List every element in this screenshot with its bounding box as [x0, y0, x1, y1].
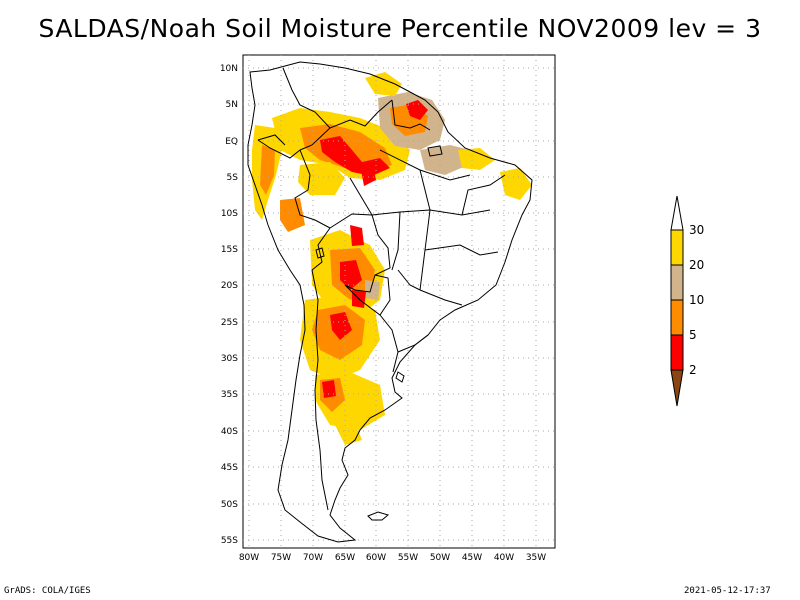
shade-north-red-2	[360, 162, 376, 186]
colorbar-segment-10-20	[670, 264, 684, 301]
border-brazil-states-4	[391, 211, 401, 271]
shade-carg-red	[322, 380, 336, 398]
border-colombia-peru	[257, 139, 301, 159]
lat-label-5s: 5S	[227, 173, 239, 183]
border-brazil-states-5	[424, 244, 499, 256]
border-brazil-states-1	[379, 149, 471, 181]
lon-label-80w: 80W	[239, 553, 259, 563]
lon-label-65w: 65W	[335, 553, 355, 563]
border-brazil-states-6	[419, 289, 463, 306]
shade-amazon-central	[298, 162, 345, 195]
colorbar-label-30: 30	[689, 223, 704, 237]
lon-label-55w: 55W	[398, 553, 418, 563]
percentile-shading	[252, 72, 532, 445]
lat-label-40s: 40S	[221, 427, 238, 437]
colorbar-label-2: 2	[689, 363, 697, 377]
border-bolivia	[329, 213, 391, 293]
lat-label-20s: 20S	[221, 281, 238, 291]
border-paraguay	[344, 274, 391, 316]
border-ecuador	[257, 134, 286, 146]
lat-label-55s: 55S	[221, 536, 238, 546]
border-brazil-states-9	[397, 269, 421, 291]
coastlines	[247, 61, 533, 543]
lat-label-15s: 15S	[221, 245, 238, 255]
footer-timestamp: 2021-05-12-17:37	[684, 586, 771, 596]
lat-label-10n: 10N	[220, 64, 238, 74]
colorbar-segment-20-30	[670, 229, 684, 266]
border-peru-brazil	[294, 149, 331, 229]
shade-arg-red	[330, 312, 352, 340]
shade-ne-yellow-2	[500, 168, 532, 200]
lat-label-eq: EQ	[225, 137, 238, 147]
shade-bolivia-red	[340, 260, 362, 290]
lon-label-35w: 35W	[526, 553, 546, 563]
lon-label-50w: 50W	[430, 553, 450, 563]
map-title: SALDAS/Noah Soil Moisture Percentile NOV…	[38, 14, 762, 43]
lat-label-25s: 25S	[221, 318, 238, 328]
falklands	[367, 511, 390, 521]
border-brazil-states-3	[371, 209, 491, 216]
colorbar-label-5: 5	[689, 328, 697, 342]
shade-bolivia-red-2	[350, 225, 364, 246]
border-brazil-states-2	[419, 169, 431, 291]
lat-label-5n: 5N	[226, 100, 238, 110]
border-brazil-states-8	[349, 177, 373, 216]
colorbar-bottom-arrow	[670, 369, 684, 407]
continent-outline	[247, 61, 533, 543]
marajo-island	[427, 145, 443, 157]
border-bolivia-peru	[311, 227, 331, 271]
shade-amazon-orange-2	[280, 198, 305, 232]
lat-label-45s: 45S	[221, 463, 238, 473]
lat-label-10s: 10S	[221, 209, 238, 219]
lat-label-30s: 30S	[221, 354, 238, 364]
shade-ne-yellow	[458, 148, 495, 170]
colorbar-top-arrow	[670, 195, 684, 231]
colorbar-label-20: 20	[689, 258, 704, 272]
footer-credit: GrADS: COLA/IGES	[4, 586, 91, 596]
lon-label-60w: 60W	[366, 553, 386, 563]
shade-peru-orange	[260, 145, 275, 195]
lat-labels: 10N 5N EQ 5S 10S 15S 20S 25S 30S 35S 40S…	[220, 64, 238, 546]
shade-ne-tan	[420, 145, 470, 175]
shade-guiana-red	[406, 100, 428, 120]
border-argentina-uruguay	[379, 314, 399, 373]
lon-label-45w: 45W	[462, 553, 482, 563]
border-guiana	[391, 99, 431, 131]
lon-label-70w: 70W	[303, 553, 323, 563]
lat-label-35s: 35S	[221, 390, 238, 400]
lake-titicaca	[315, 247, 325, 259]
border-venezuela-brazil	[329, 99, 393, 129]
border-chile-argentina	[311, 269, 329, 511]
graticule	[243, 55, 555, 548]
shade-guiana-yellow	[365, 72, 402, 96]
border-brazil-states-7	[461, 174, 506, 216]
colorbar-segment-2-5	[670, 334, 684, 371]
lon-label-75w: 75W	[271, 553, 291, 563]
lon-label-40w: 40W	[494, 553, 514, 563]
lagoa-patos	[395, 371, 405, 383]
border-uruguay-brazil	[397, 334, 429, 353]
lon-labels: 80W 75W 70W 65W 60W 55W 50W 45W 40W 35W	[239, 553, 546, 563]
lat-label-50s: 50S	[221, 500, 238, 510]
border-venezuela-colombia	[282, 67, 331, 151]
colorbar-segment-5-10	[670, 299, 684, 336]
colorbar-label-10: 10	[689, 293, 704, 307]
